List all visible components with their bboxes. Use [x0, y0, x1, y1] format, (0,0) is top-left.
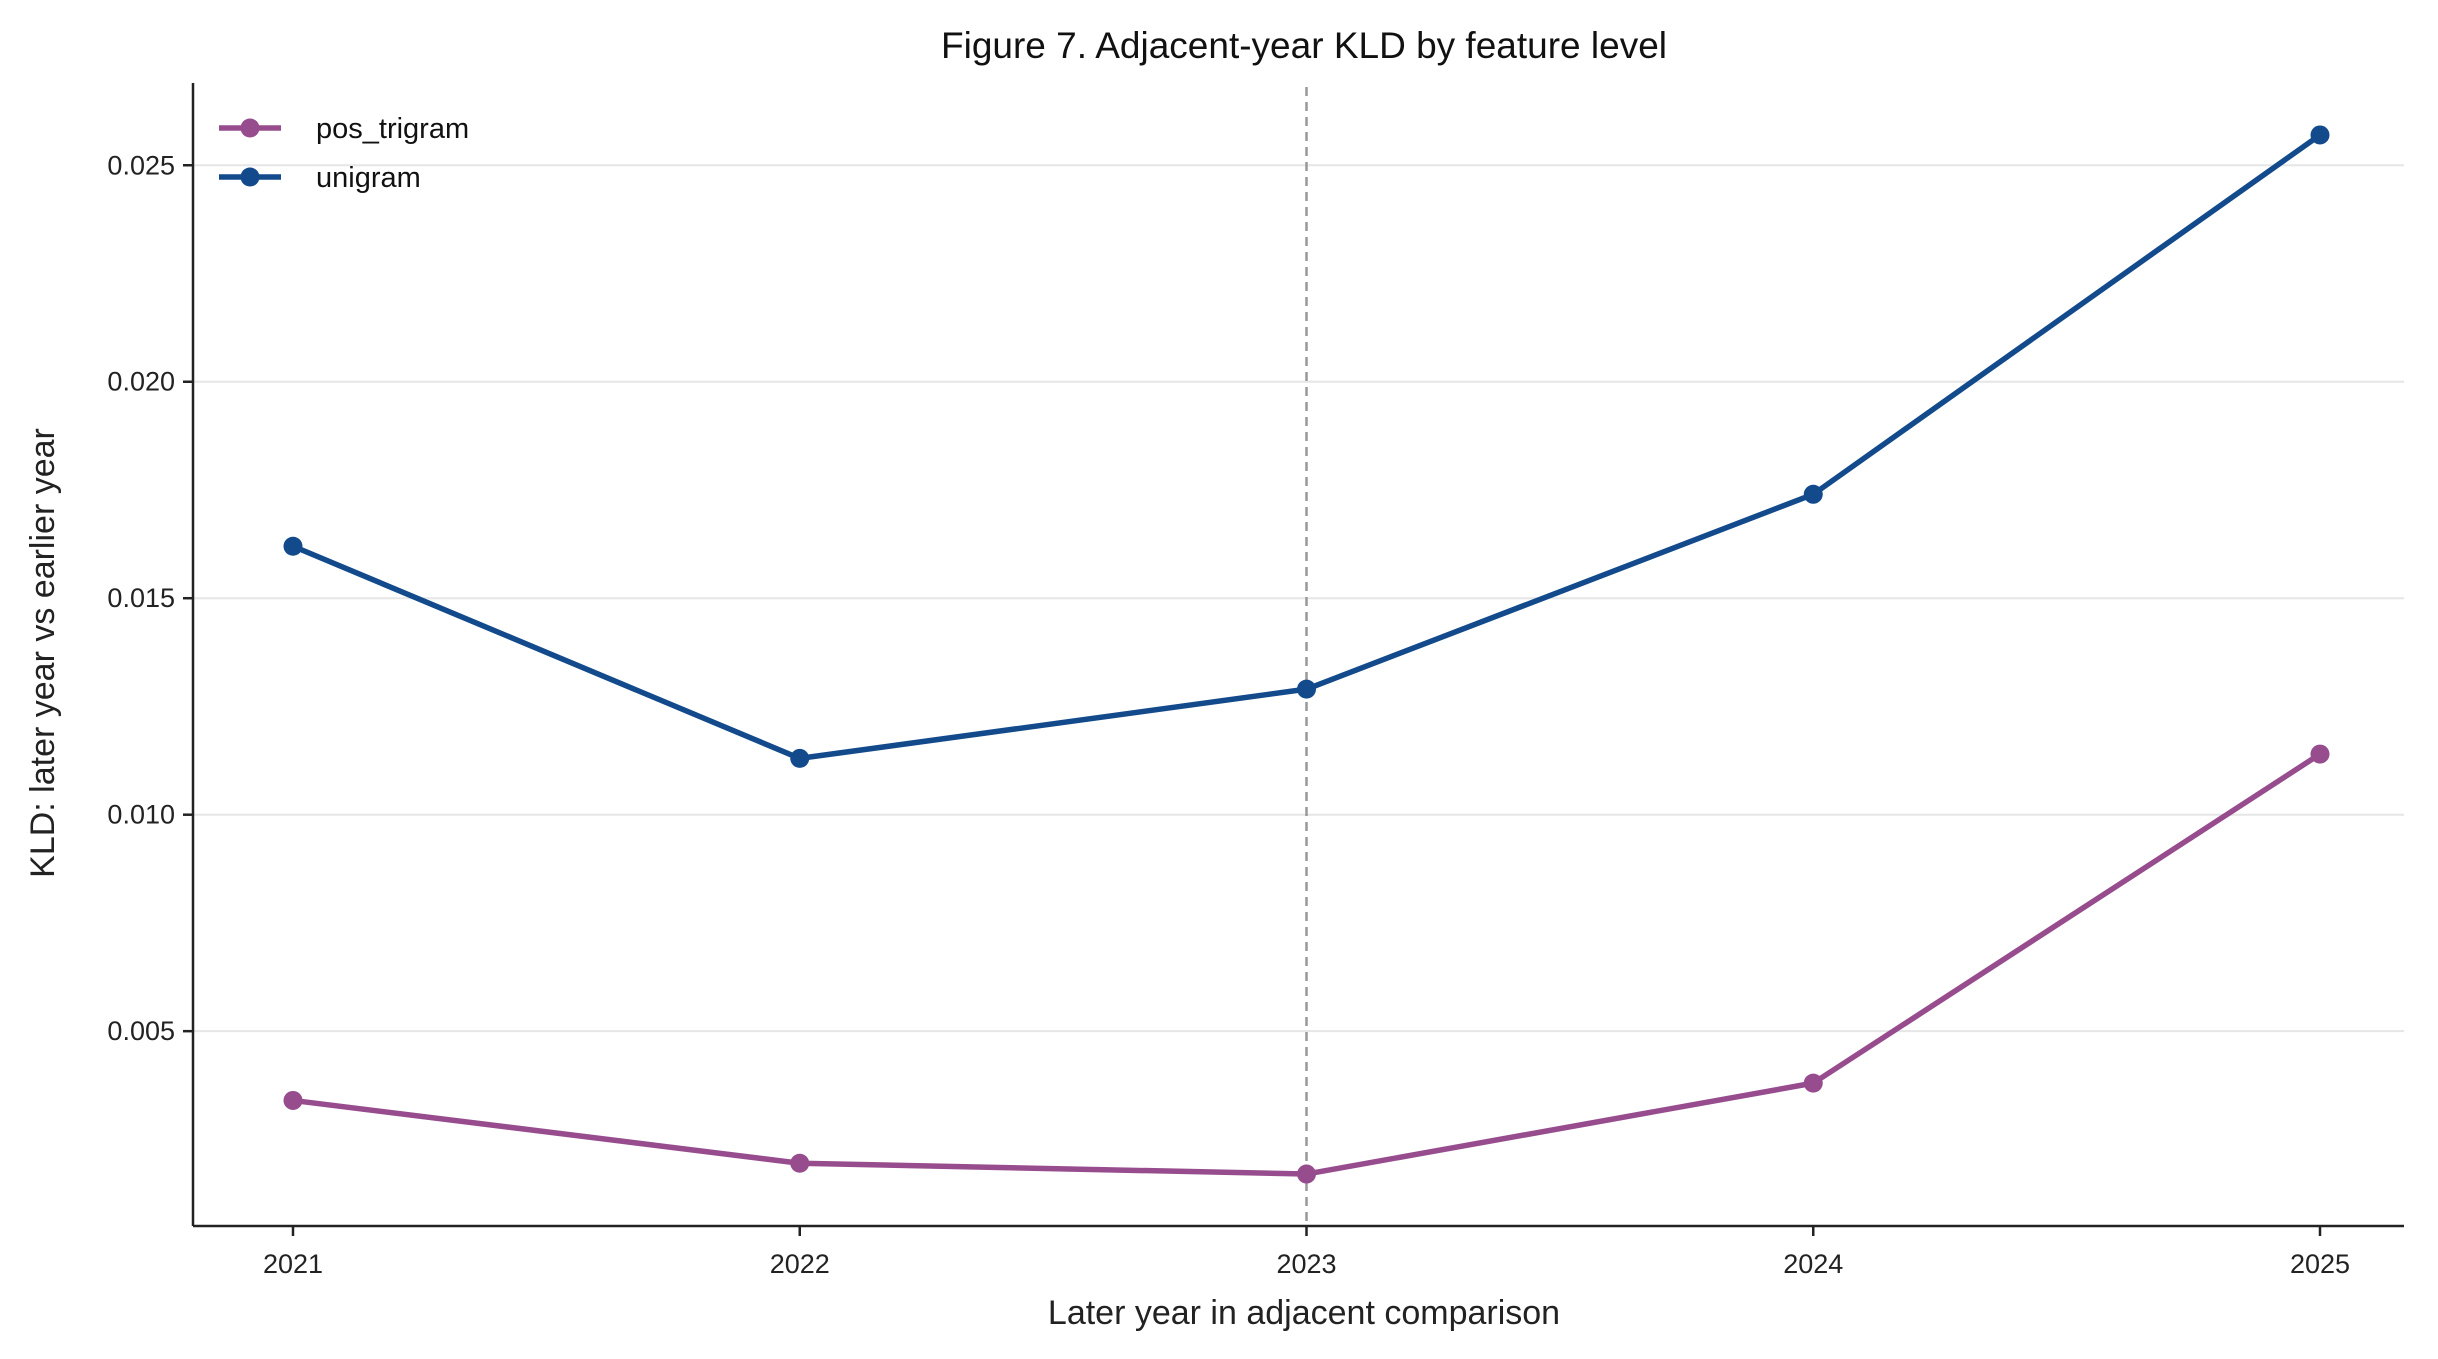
axes [191, 83, 2404, 1228]
y-tick-label: 0.020 [107, 367, 175, 397]
data-point [790, 748, 810, 768]
legend-swatch-marker [240, 118, 260, 138]
series-unigram [283, 125, 2330, 768]
legend-label: pos_trigram [316, 113, 469, 145]
y-tick-label: 0.010 [107, 800, 175, 830]
data-point [790, 1153, 810, 1173]
data-point [283, 1090, 303, 1110]
x-axis-ticks: 2021 2022 2023 2024 2025 [263, 1226, 2350, 1279]
data-point [2310, 744, 2330, 764]
x-tick-label: 2022 [770, 1249, 830, 1279]
y-axis-title: KLD: later year vs earlier year [24, 428, 62, 878]
x-tick-label: 2021 [263, 1249, 323, 1279]
data-point [1803, 484, 1823, 504]
data-point [1803, 1073, 1823, 1093]
legend-item: pos_trigram [219, 113, 469, 145]
y-tick-label: 0.015 [107, 583, 175, 613]
grid-lines [193, 164, 2404, 1033]
legend-label: unigram [316, 162, 421, 194]
x-tick-label: 2023 [1276, 1249, 1336, 1279]
series-pos-trigram [283, 744, 2330, 1184]
data-point [1297, 1164, 1316, 1184]
series-group [283, 125, 2330, 1184]
y-axis-ticks: 0.005 0.010 0.015 0.020 0.025 [107, 150, 193, 1046]
x-tick-label: 2025 [2290, 1249, 2350, 1279]
chart-title: Figure 7. Adjacent-year KLD by feature l… [941, 25, 1667, 66]
data-point [283, 536, 303, 556]
x-axis-title: Later year in adjacent comparison [1048, 1294, 1560, 1332]
y-tick-label: 0.025 [107, 150, 175, 180]
legend-swatch-marker [240, 167, 260, 187]
data-point [1297, 679, 1316, 699]
x-tick-label: 2024 [1783, 1249, 1843, 1279]
legend-item: unigram [219, 162, 421, 194]
data-point [2310, 125, 2330, 145]
y-tick-label: 0.005 [107, 1016, 175, 1046]
